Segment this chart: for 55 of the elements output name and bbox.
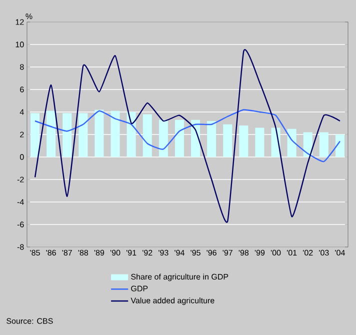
source-note: Source: CBS (6, 318, 53, 324)
x-tick-label: '98 (238, 250, 249, 256)
y-tick-label: 4 (20, 109, 24, 115)
x-tick-label: '87 (62, 250, 72, 256)
bar (239, 126, 248, 157)
bar (78, 113, 88, 157)
bar (223, 124, 232, 157)
bar (255, 128, 264, 157)
x-tick-label: '89 (94, 250, 104, 256)
y-tick-label: 12 (16, 19, 24, 25)
y-tick-label: -2 (17, 176, 24, 182)
x-tick-label: '86 (46, 250, 56, 256)
y-tick-label: 8 (20, 64, 24, 70)
x-tick-label: '88 (78, 250, 88, 256)
x-tick-label: '04 (335, 250, 345, 256)
bar (126, 112, 136, 157)
bar (46, 110, 56, 157)
x-tick-label: '95 (190, 250, 200, 256)
x-tick-label: '01 (287, 250, 297, 256)
x-tick-label: '91 (126, 250, 136, 256)
y-tick-label: -8 (17, 244, 24, 250)
bar (30, 113, 40, 157)
bar (319, 132, 328, 157)
y-tick-label: 6 (20, 86, 24, 92)
x-tick-label: '90 (110, 250, 120, 256)
x-tick-label: '94 (174, 250, 184, 256)
bar (335, 134, 344, 157)
y-tick-label: -6 (17, 222, 24, 228)
x-tick-label: '02 (303, 250, 313, 256)
x-tick-label: '93 (158, 250, 168, 256)
bar (142, 114, 152, 157)
line-series (34, 109, 341, 162)
y-tick-label: 10 (16, 42, 24, 48)
x-tick-label: '00 (270, 250, 281, 256)
y-tick-label: 2 (20, 132, 24, 138)
bar (62, 113, 72, 157)
legend-label: Share of agriculture in GDP (131, 274, 228, 282)
legend-label: Value added agriculture (130, 297, 214, 305)
y-tick-label: -4 (17, 199, 24, 205)
x-tick-label: '97 (222, 250, 232, 256)
x-tick-label: '92 (142, 250, 152, 256)
bar (158, 120, 168, 157)
legend-label: GDP (131, 286, 148, 292)
bar (174, 120, 184, 157)
bar (110, 110, 120, 157)
y-axis-title: % (26, 14, 32, 20)
y-tick-label: 0 (20, 154, 24, 160)
x-tick-label: '03 (319, 250, 329, 256)
line-series (34, 50, 341, 222)
x-tick-label: '85 (30, 250, 40, 256)
x-tick-label: '96 (206, 250, 216, 256)
bar (287, 128, 296, 157)
bar (94, 110, 104, 157)
bar (207, 121, 216, 157)
x-tick-label: '99 (254, 250, 265, 256)
